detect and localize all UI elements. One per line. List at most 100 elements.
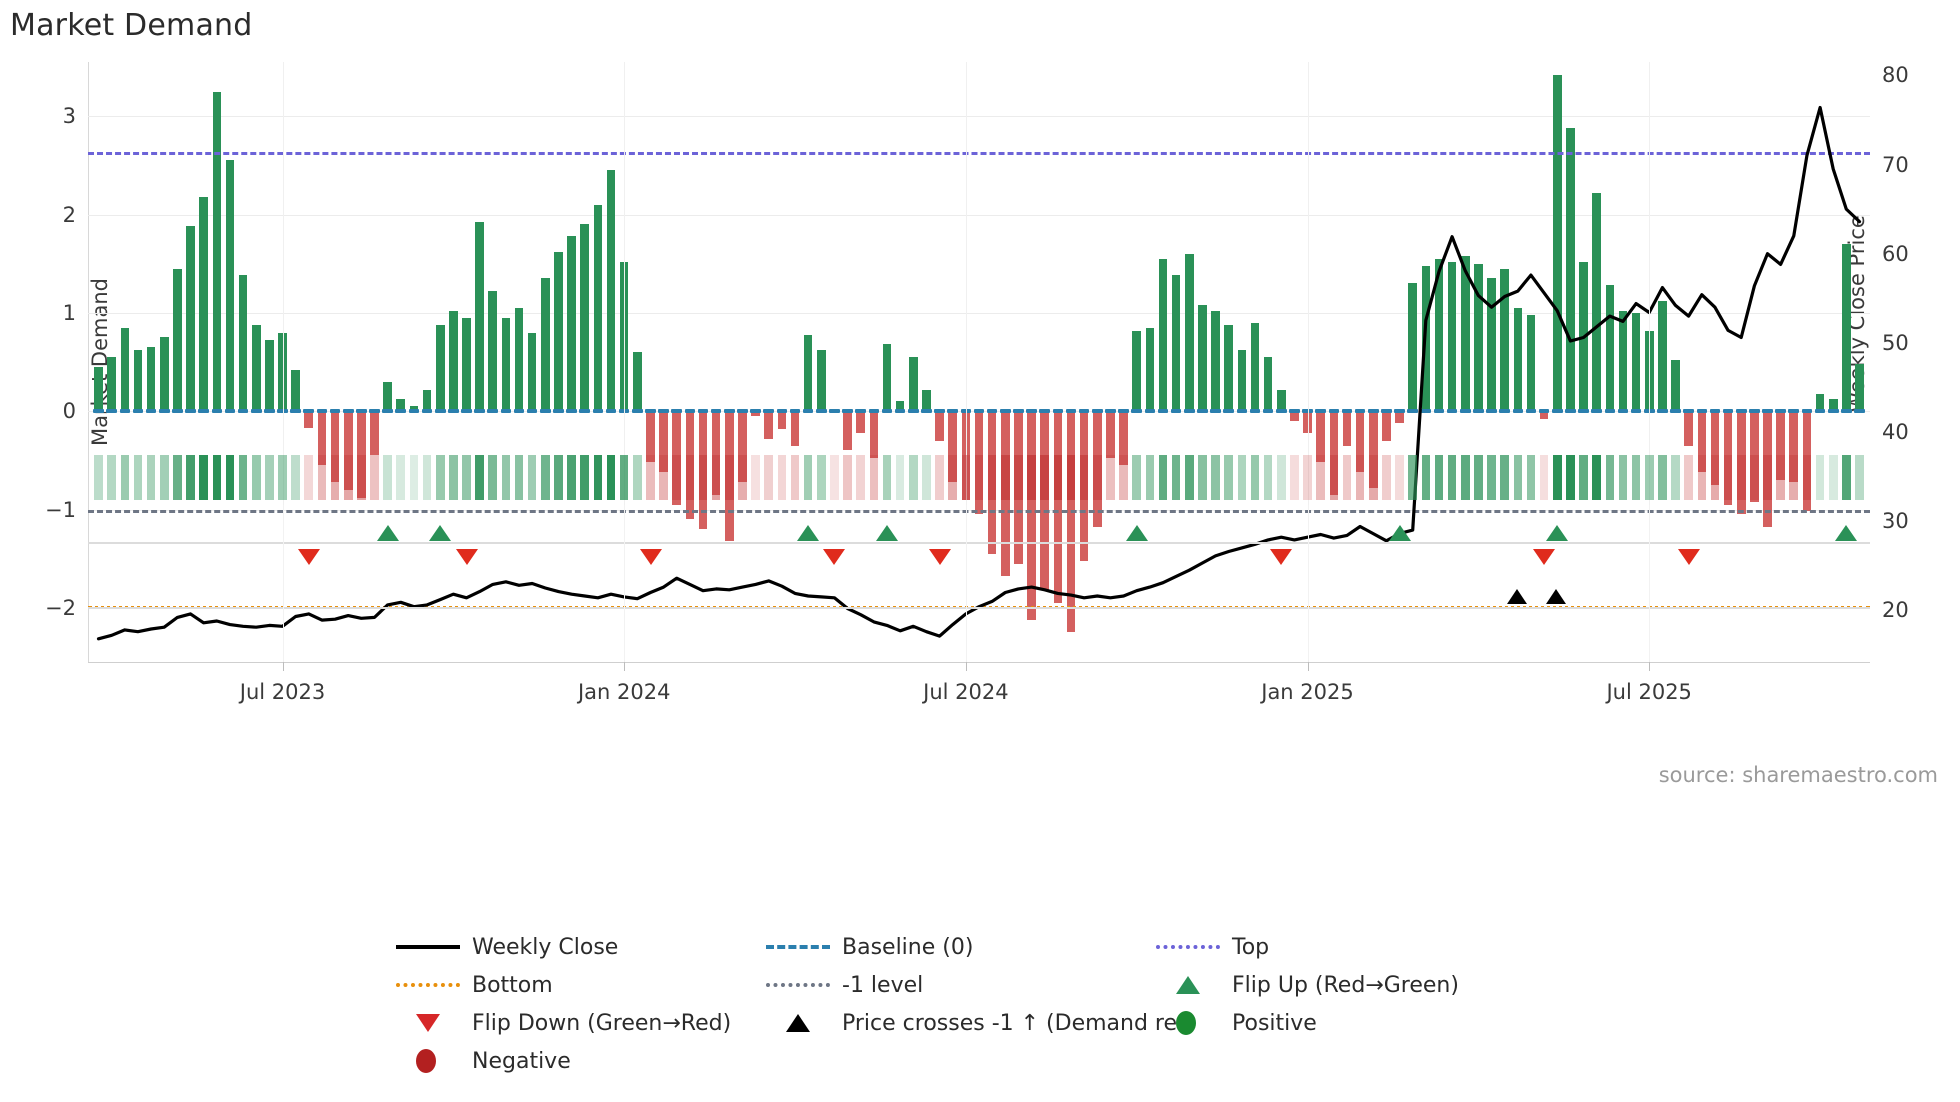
weekly-close-line bbox=[96, 105, 1862, 641]
baseline-segment bbox=[172, 409, 183, 414]
heat-cell-negative bbox=[698, 455, 708, 500]
baseline-segment bbox=[224, 409, 236, 414]
heat-cell-negative bbox=[1802, 455, 1812, 500]
demand-bar-positive bbox=[1566, 127, 1575, 412]
baseline-segment bbox=[1144, 409, 1156, 414]
legend-item[interactable]: Weekly Close bbox=[390, 928, 618, 966]
demand-bar-positive bbox=[1434, 258, 1444, 412]
heat-cell-negative bbox=[659, 455, 668, 500]
baseline-segment bbox=[1407, 409, 1418, 414]
demand-bar-positive bbox=[225, 160, 235, 412]
demand-bar-negative bbox=[1382, 411, 1391, 441]
demand-bar-positive bbox=[238, 275, 248, 412]
baseline-segment bbox=[816, 409, 827, 414]
baseline-segment bbox=[645, 409, 656, 414]
demand-bar-negative bbox=[1329, 411, 1339, 495]
baseline-segment bbox=[211, 409, 223, 414]
heat-cell-positive bbox=[1631, 455, 1641, 500]
heat-cell-negative bbox=[343, 455, 353, 500]
legend-label: Price crosses -1 ↑ (Demand ref) bbox=[842, 1010, 1194, 1036]
baseline-segment bbox=[421, 409, 433, 414]
baseline-segment bbox=[1183, 409, 1195, 414]
heat-cell-positive bbox=[435, 455, 445, 500]
baseline-segment bbox=[158, 409, 170, 414]
demand-bar-positive bbox=[422, 389, 432, 412]
baseline-segment bbox=[500, 409, 512, 414]
heat-cell-positive bbox=[1434, 455, 1444, 500]
marker-flip-down bbox=[823, 549, 846, 565]
baseline-segment bbox=[1039, 409, 1051, 414]
legend-item[interactable]: Negative bbox=[390, 1042, 571, 1080]
baseline-segment bbox=[1499, 409, 1510, 414]
heat-cell-positive bbox=[1474, 455, 1483, 500]
demand-bar-positive bbox=[488, 291, 498, 412]
demand-bar-positive bbox=[541, 278, 550, 412]
heat-cell-positive bbox=[449, 455, 458, 500]
source-attribution: source: sharemaestro.com bbox=[1658, 763, 1938, 787]
heat-cell-negative bbox=[1316, 455, 1325, 500]
baseline-segment bbox=[999, 409, 1011, 414]
demand-bar-positive bbox=[527, 332, 537, 412]
baseline-segment bbox=[1459, 409, 1471, 414]
marker-guide-line bbox=[88, 607, 1870, 609]
baseline-segment bbox=[1052, 409, 1064, 414]
demand-bar-positive bbox=[120, 327, 130, 412]
baseline-segment bbox=[1473, 409, 1484, 414]
legend-key bbox=[390, 966, 466, 1004]
heat-cell-negative bbox=[856, 455, 866, 500]
baseline-segment bbox=[1670, 409, 1681, 414]
baseline-segment bbox=[487, 409, 499, 414]
demand-bar-negative bbox=[1710, 411, 1720, 485]
demand-bar-positive bbox=[1198, 305, 1207, 412]
marker-flip-up bbox=[1125, 525, 1148, 541]
heat-cell-positive bbox=[133, 455, 143, 500]
heat-cell-positive bbox=[1263, 455, 1273, 500]
baseline-segment bbox=[382, 409, 393, 414]
baseline-segment bbox=[737, 409, 748, 414]
legend-item[interactable]: Bottom bbox=[390, 966, 553, 1004]
legend-key-line-dotted-gray bbox=[766, 983, 830, 987]
baseline-segment bbox=[1578, 409, 1589, 414]
baseline-segment bbox=[1275, 409, 1287, 414]
left-spine bbox=[88, 62, 89, 662]
demand-bar-positive bbox=[909, 357, 918, 412]
x-tick-mark bbox=[965, 662, 967, 671]
demand-bar-negative bbox=[935, 411, 944, 441]
heat-cell-negative bbox=[1684, 455, 1693, 500]
baseline-segment bbox=[1551, 409, 1563, 414]
baseline-segment bbox=[1091, 409, 1103, 414]
demand-bar-positive bbox=[475, 222, 484, 412]
baseline-segment bbox=[671, 409, 683, 414]
baseline-segment bbox=[868, 409, 880, 414]
demand-bar-positive bbox=[606, 170, 616, 412]
baseline-segment bbox=[1420, 409, 1432, 414]
demand-bar-positive bbox=[817, 350, 826, 412]
demand-bar-positive bbox=[1171, 275, 1181, 412]
baseline-segment bbox=[1749, 409, 1760, 414]
heat-cell-negative bbox=[948, 455, 958, 500]
baseline-segment bbox=[1367, 409, 1379, 414]
heat-cell-negative bbox=[751, 455, 760, 500]
legend-item[interactable]: Baseline (0) bbox=[760, 928, 973, 966]
heat-cell-negative bbox=[830, 455, 839, 500]
heat-cell-positive bbox=[1158, 455, 1168, 500]
heat-cell-positive bbox=[1224, 455, 1234, 500]
heat-cell-positive bbox=[409, 455, 419, 500]
heat-cell-negative bbox=[1106, 455, 1115, 500]
marker-flip-down bbox=[1270, 549, 1293, 565]
heat-cell-negative bbox=[711, 455, 721, 500]
legend-item[interactable]: Flip Down (Green→Red) bbox=[390, 1004, 731, 1042]
legend-item[interactable]: Price crosses -1 ↑ (Demand ref) bbox=[760, 1004, 1193, 1042]
y-tick-right: 30 bbox=[1882, 509, 1909, 534]
marker-flip-up bbox=[1835, 525, 1858, 541]
legend-item[interactable]: Flip Up (Red→Green) bbox=[1150, 966, 1459, 1004]
legend-item[interactable]: Positive bbox=[1150, 1004, 1317, 1042]
legend-item[interactable]: -1 level bbox=[760, 966, 923, 1004]
legend-item[interactable]: Top bbox=[1150, 928, 1269, 966]
heat-cell-positive bbox=[1487, 455, 1496, 500]
heat-cell-positive bbox=[1566, 455, 1575, 500]
demand-bar-negative bbox=[1290, 411, 1299, 421]
heat-cell-positive bbox=[159, 455, 169, 500]
legend-label: -1 level bbox=[842, 972, 924, 998]
demand-bar-positive bbox=[1500, 268, 1509, 412]
